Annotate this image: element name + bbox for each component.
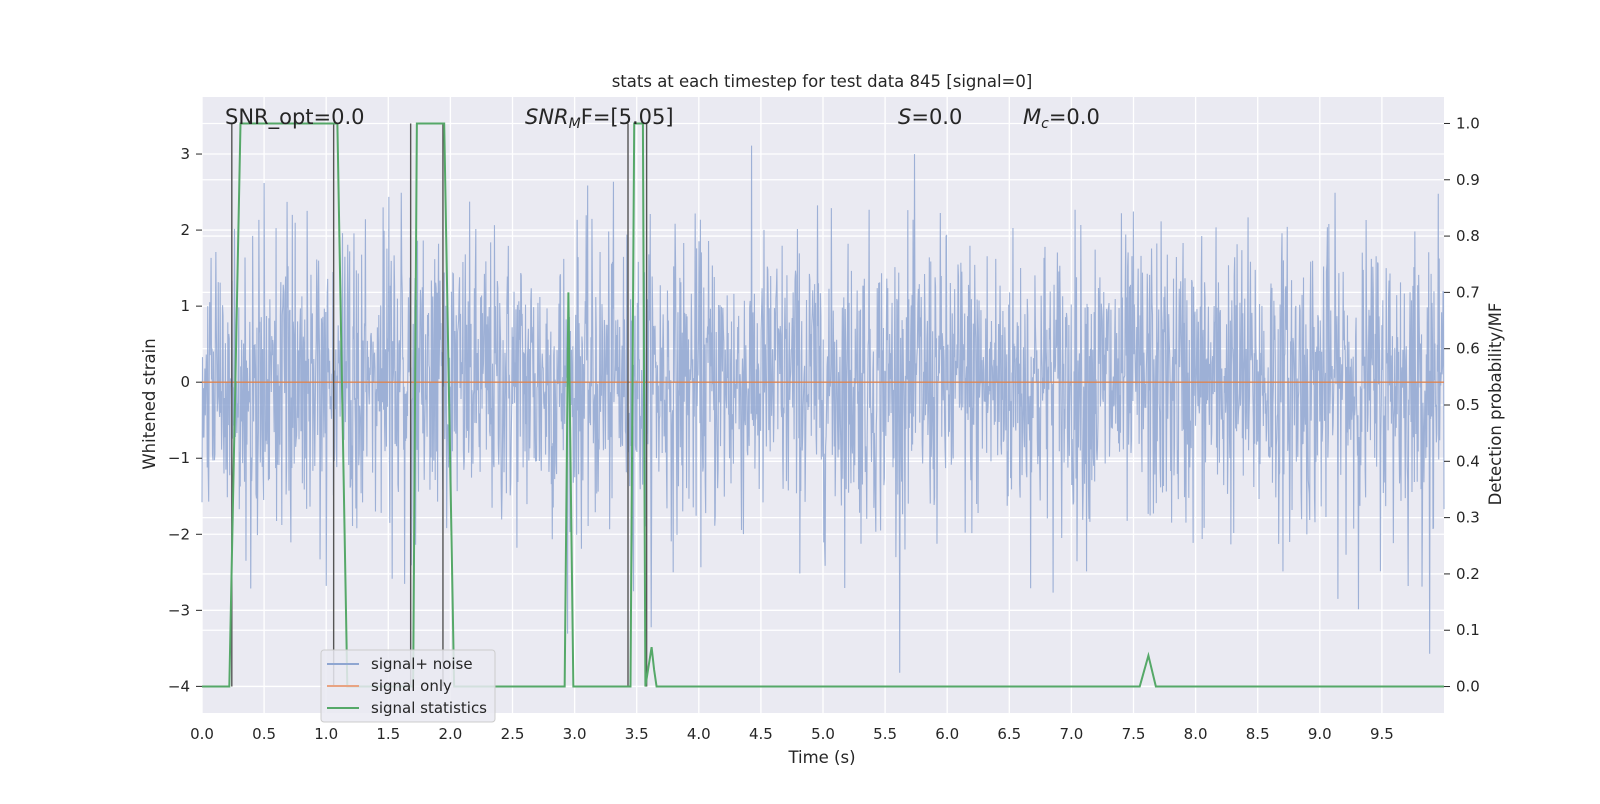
y-axis-label: Whitened strain — [140, 338, 159, 469]
x-tick-label: 2.5 — [501, 725, 525, 743]
annotation-snr-mf: SNRMF=[5.05] — [525, 105, 674, 132]
x-tick-label: 0.5 — [252, 725, 276, 743]
y2-tick-label: 0.3 — [1456, 509, 1480, 527]
chart-title: stats at each timestep for test data 845… — [612, 72, 1033, 91]
y-tick-label: 0 — [180, 373, 190, 391]
x-tick-label: 7.0 — [1059, 725, 1083, 743]
y2-axis-label: Detection probability/MF — [1486, 303, 1505, 506]
y-tick-label: 3 — [180, 145, 190, 163]
y-tick-label: −1 — [168, 449, 190, 467]
annotation-s: S=0.0 — [898, 105, 962, 129]
signal-noise-line — [201, 145, 1445, 673]
y2-tick-label: 1.0 — [1456, 114, 1480, 132]
signal-statistics-line — [202, 122, 1444, 688]
x-tick-label: 4.5 — [749, 725, 773, 743]
annotation-snr-mf-rest: F=[5.05] — [581, 105, 674, 129]
y2-tick-label: 0.0 — [1456, 678, 1480, 696]
y2-tick-label: 0.5 — [1456, 396, 1480, 414]
y-tick-label: −4 — [168, 677, 190, 695]
y-tick-label: −3 — [168, 601, 190, 619]
annotation-mc-sub: c — [1041, 116, 1049, 132]
x-tick-label: 6.5 — [997, 725, 1021, 743]
annotation-snr-mf-sub: M — [569, 116, 581, 132]
y2-tick-label: 0.7 — [1456, 283, 1480, 301]
axis-ticks: 0.0 0.5 1.0 1.5 2.0 2.5 3.0 3.5 4.0 4.5 5.0 5.5 6.0 6… — [168, 114, 1480, 743]
annotation-mc: Mc=0.0 — [1023, 105, 1100, 132]
x-tick-label: 1.5 — [376, 725, 400, 743]
y2-tick-label: 0.8 — [1456, 227, 1480, 245]
x-tick-label: 3.0 — [563, 725, 587, 743]
x-tick-label: 6.0 — [935, 725, 959, 743]
x-tick-label: 9.0 — [1308, 725, 1332, 743]
x-tick-label: 3.5 — [625, 725, 649, 743]
annotation-mc-rest: =0.0 — [1049, 105, 1100, 129]
x-tick-label: 0.0 — [190, 725, 214, 743]
y2-tick-label: 0.1 — [1456, 621, 1480, 639]
annotation-snr-opt: SNR_opt=0.0 — [225, 105, 365, 130]
x-tick-label: 1.0 — [314, 725, 338, 743]
annotation-s-rest: =0.0 — [911, 105, 962, 129]
legend: signal+ noise signal only signal statist… — [320, 649, 496, 723]
y2-tick-label: 0.4 — [1456, 452, 1480, 470]
legend-label-signal-noise: signal+ noise — [371, 655, 473, 673]
legend-box — [320, 649, 496, 723]
x-tick-label: 2.0 — [438, 725, 462, 743]
x-tick-label: 5.5 — [873, 725, 897, 743]
x-tick-label: 5.0 — [811, 725, 835, 743]
annotation-mc-main: M — [1023, 105, 1041, 129]
annotation-snr-mf-main: SNR — [525, 105, 569, 129]
legend-label-signal-statistics: signal statistics — [371, 699, 487, 717]
legend-label-signal-only: signal only — [371, 677, 452, 695]
x-axis-label: Time (s) — [787, 748, 855, 767]
x-tick-label: 4.0 — [687, 725, 711, 743]
y-tick-label: −2 — [168, 525, 190, 543]
x-tick-label: 9.5 — [1370, 725, 1394, 743]
series-signal-noise — [201, 145, 1445, 673]
x-tick-label: 8.5 — [1246, 725, 1270, 743]
y2-tick-label: 0.9 — [1456, 171, 1480, 189]
y-tick-label: 2 — [180, 221, 190, 239]
y-tick-label: 1 — [180, 297, 190, 315]
y2-tick-label: 0.2 — [1456, 565, 1480, 583]
x-tick-label: 8.0 — [1184, 725, 1208, 743]
series-signal-statistics — [202, 122, 1444, 688]
x-tick-label: 7.5 — [1122, 725, 1146, 743]
y2-tick-label: 0.6 — [1456, 340, 1480, 358]
annotation-s-main: S — [898, 105, 911, 129]
